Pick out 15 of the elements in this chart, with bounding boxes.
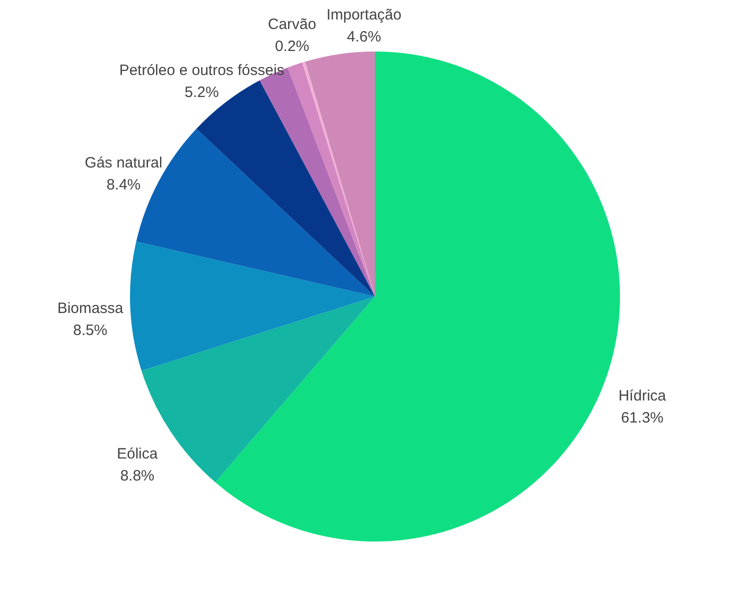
- data-label: 4.6%: [346, 28, 382, 46]
- data-label: 61.3%: [620, 410, 664, 427]
- slice-label: Carvão: [268, 16, 316, 33]
- data-label: 0.2%: [274, 38, 310, 55]
- slice-label: Petróleo e outros fósseis: [119, 62, 284, 80]
- slice-label: Importação: [326, 6, 402, 24]
- slice-label: Hídrica: [618, 388, 667, 405]
- data-label: 5.2%: [184, 84, 219, 102]
- slice-label: Gás natural: [84, 154, 162, 172]
- slice-label: Biomassa: [57, 300, 124, 318]
- slice-label: Eólica: [116, 446, 158, 463]
- data-label: 8.4%: [106, 176, 141, 194]
- data-label: 8.8%: [120, 468, 154, 485]
- pie-slice: [130, 242, 375, 371]
- data-label: 8.5%: [73, 322, 108, 340]
